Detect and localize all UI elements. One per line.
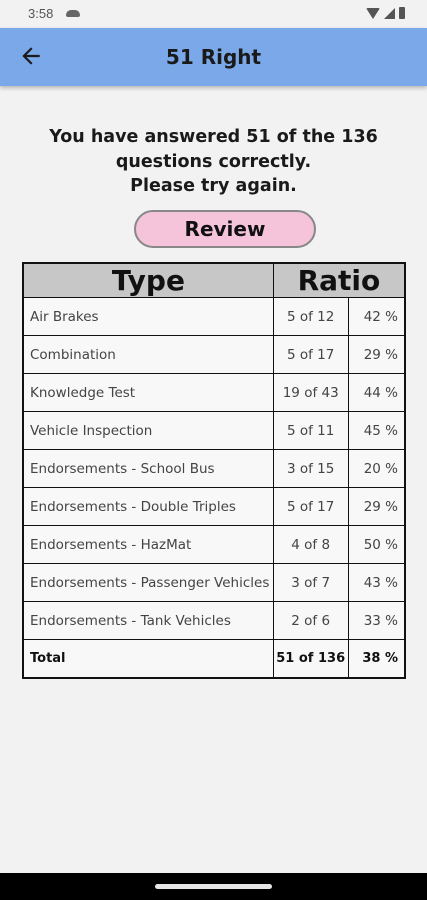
- category-percent: 44 %: [347, 373, 406, 412]
- result-message: You have answered 51 of the 136 question…: [0, 125, 427, 199]
- signal-icon: [384, 7, 395, 19]
- back-arrow-icon[interactable]: [18, 43, 44, 69]
- result-message-line-3: Please try again.: [130, 176, 297, 196]
- category-ratio: 2 of 6: [272, 601, 349, 640]
- category-percent: 42 %: [347, 297, 406, 336]
- category-percent: 20 %: [347, 449, 406, 488]
- total-label: Total: [22, 639, 274, 679]
- category-ratio: 4 of 8: [272, 525, 349, 564]
- category-percent: 50 %: [347, 525, 406, 564]
- result-message-line-1: You have answered 51 of the 136: [49, 127, 378, 147]
- category-name: Endorsements - Double Triples: [22, 487, 274, 526]
- table-row: Combination 5 of 17 29 %: [22, 335, 406, 374]
- type-column-header: Type: [22, 262, 274, 298]
- table-row: Endorsements - Passenger Vehicles 3 of 7…: [22, 563, 406, 602]
- table-row: Endorsements - HazMat 4 of 8 50 %: [22, 525, 406, 564]
- total-ratio: 51 of 136: [272, 639, 349, 679]
- category-name: Air Brakes: [22, 297, 274, 336]
- ratio-column-header: Ratio: [272, 262, 406, 298]
- category-ratio: 5 of 12: [272, 297, 349, 336]
- table-row: Endorsements - Tank Vehicles 2 of 6 33 %: [22, 601, 406, 640]
- category-ratio: 3 of 15: [272, 449, 349, 488]
- category-ratio: 3 of 7: [272, 563, 349, 602]
- category-percent: 43 %: [347, 563, 406, 602]
- category-name: Endorsements - Passenger Vehicles: [22, 563, 274, 602]
- results-table: Type Ratio Air Brakes 5 of 12 42 % Combi…: [22, 262, 406, 679]
- category-percent: 29 %: [347, 487, 406, 526]
- category-ratio: 19 of 43: [272, 373, 349, 412]
- home-gesture-handle[interactable]: [155, 884, 272, 889]
- category-name: Endorsements - Tank Vehicles: [22, 601, 274, 640]
- category-name: Endorsements - School Bus: [22, 449, 274, 488]
- status-time: 3:58: [28, 6, 54, 21]
- status-icons: [366, 7, 405, 19]
- status-bar: 3:58: [0, 0, 427, 28]
- category-percent: 33 %: [347, 601, 406, 640]
- table-row: Air Brakes 5 of 12 42 %: [22, 297, 406, 336]
- review-button[interactable]: Review: [134, 210, 316, 248]
- category-ratio: 5 of 17: [272, 335, 349, 374]
- category-ratio: 5 of 11: [272, 411, 349, 450]
- category-name: Vehicle Inspection: [22, 411, 274, 450]
- category-name: Endorsements - HazMat: [22, 525, 274, 564]
- page-title: 51 Right: [165, 45, 262, 69]
- app-bar: 51 Right: [0, 28, 427, 86]
- table-row: Endorsements - School Bus 3 of 15 20 %: [22, 449, 406, 488]
- category-percent: 29 %: [347, 335, 406, 374]
- wifi-icon: [366, 7, 380, 19]
- system-navigation-bar: [0, 873, 427, 900]
- category-percent: 45 %: [347, 411, 406, 450]
- category-name: Knowledge Test: [22, 373, 274, 412]
- category-ratio: 5 of 17: [272, 487, 349, 526]
- table-header-row: Type Ratio: [22, 262, 406, 298]
- battery-icon: [399, 7, 405, 19]
- table-row: Knowledge Test 19 of 43 44 %: [22, 373, 406, 412]
- result-message-line-2: questions correctly.: [115, 151, 312, 172]
- total-percent: 38 %: [347, 639, 406, 679]
- table-row: Endorsements - Double Triples 5 of 17 29…: [22, 487, 406, 526]
- category-name: Combination: [22, 335, 274, 374]
- table-row: Vehicle Inspection 5 of 11 45 %: [22, 411, 406, 450]
- cloud-icon: [66, 10, 80, 17]
- total-row: Total 51 of 136 38 %: [22, 639, 406, 679]
